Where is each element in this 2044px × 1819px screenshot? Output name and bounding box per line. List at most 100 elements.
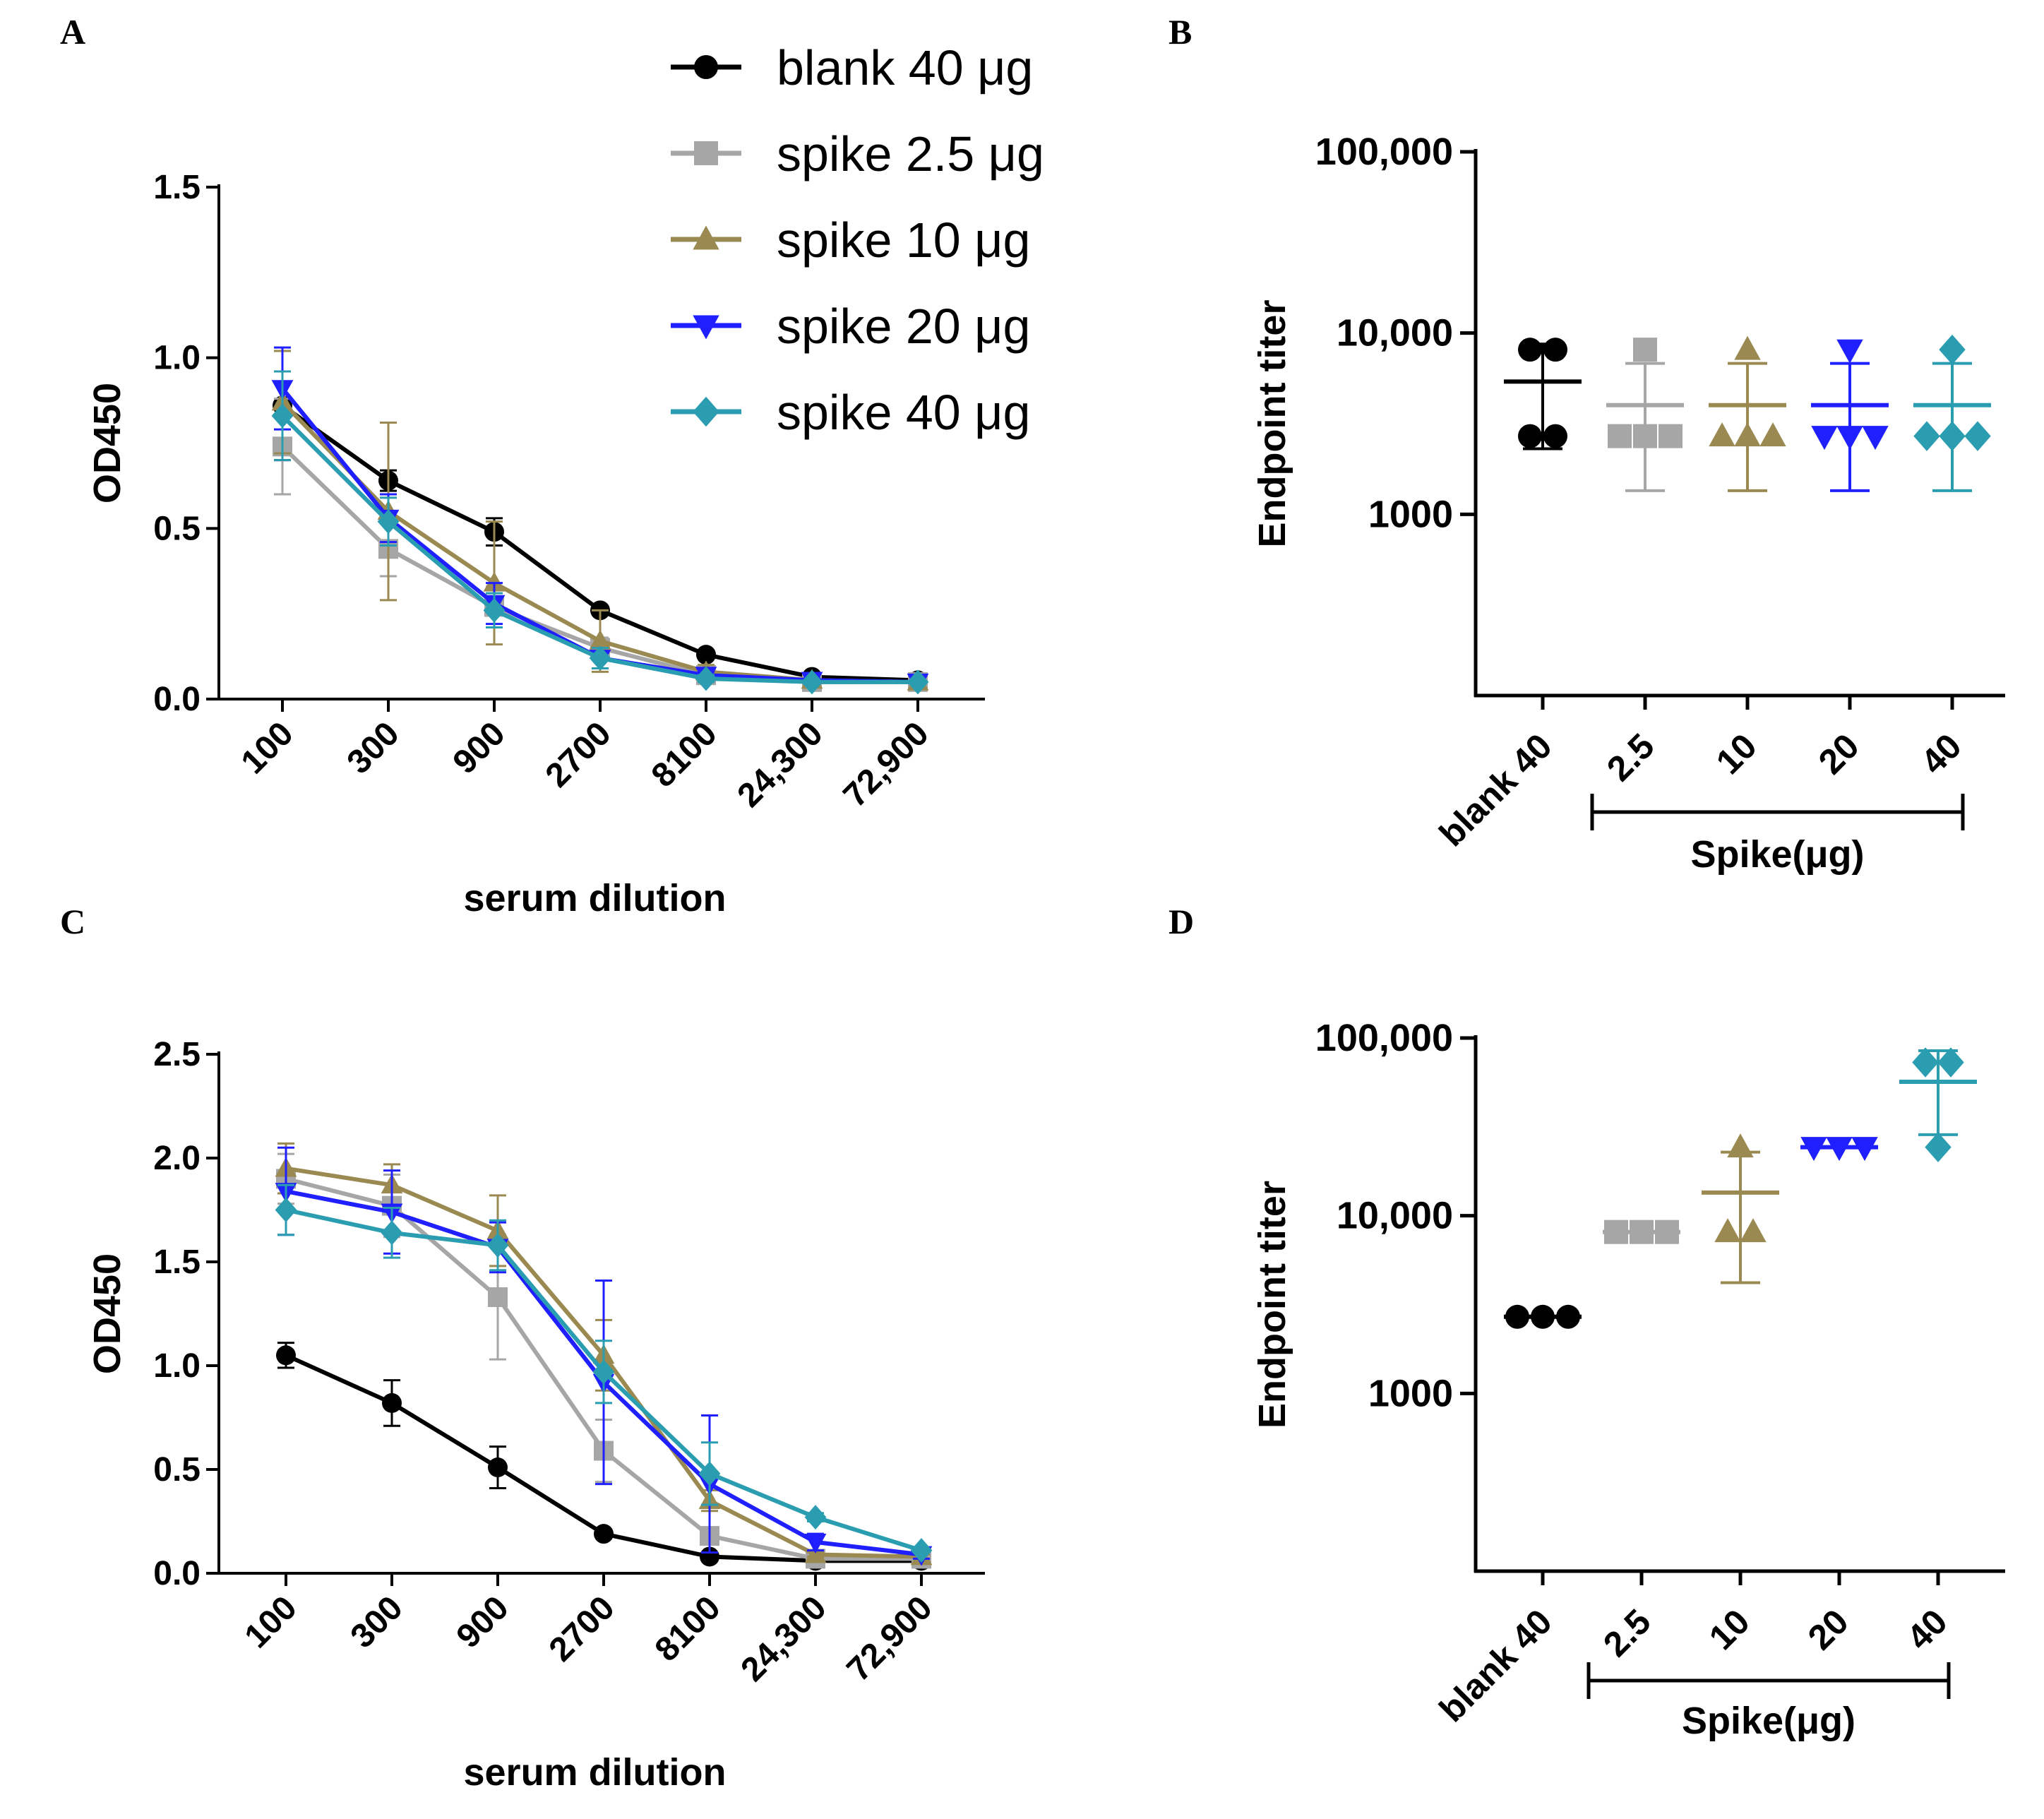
- data-point: [592, 1359, 615, 1385]
- y-tick-label: 10,000: [1337, 1195, 1453, 1237]
- legend-entry-blank: blank 40 μg: [671, 40, 1033, 95]
- data-point: [1836, 426, 1863, 451]
- data-point: [594, 1524, 614, 1544]
- x-tick-label: 300: [344, 1589, 410, 1655]
- chart-panel-b: 1000 10,000 100,000 Endpoint titer blank 40 2…: [1251, 131, 2005, 876]
- data-point: [382, 1392, 402, 1413]
- data-point: [1734, 422, 1761, 447]
- data-point: [1937, 1047, 1964, 1078]
- data-point: [589, 629, 611, 650]
- y-tick-label: 1.5: [153, 1244, 201, 1281]
- x-tick-label: 100: [234, 715, 301, 781]
- legend-entry-s20: spike 20 μg: [671, 299, 1030, 354]
- data-point: [488, 1287, 508, 1307]
- x-tick-label: 2.5: [1599, 726, 1662, 789]
- legend-marker: [694, 55, 718, 79]
- data-point: [1709, 422, 1735, 447]
- series-s40: [271, 370, 929, 695]
- data-point: [1608, 424, 1632, 448]
- x-tick-label: 40: [1913, 726, 1969, 782]
- data-point: [695, 666, 717, 691]
- data-point: [1964, 421, 1991, 451]
- data-point: [1518, 424, 1542, 448]
- x-tick-label: 72,900: [839, 1589, 939, 1688]
- x-tick-label: 20: [1800, 1602, 1856, 1657]
- x-tick-label: 10: [1702, 1602, 1757, 1657]
- x-axis-title: serum dilution: [463, 877, 726, 919]
- x-tick-label: 10: [1709, 726, 1764, 782]
- data-point: [1913, 421, 1940, 451]
- data-point: [1836, 339, 1863, 364]
- group-blank: [1504, 338, 1582, 451]
- data-point: [1633, 338, 1657, 362]
- legend-marker: [693, 315, 719, 340]
- data-point: [1759, 422, 1786, 447]
- data-point: [1939, 334, 1966, 365]
- y-tick-label: 1.0: [153, 1347, 201, 1385]
- y-tick-label: 0.0: [153, 1555, 201, 1592]
- data-point: [488, 1457, 508, 1478]
- data-point: [698, 1461, 721, 1486]
- legend-label: spike 20 μg: [777, 299, 1030, 354]
- data-point: [377, 509, 400, 535]
- data-point: [271, 403, 294, 429]
- legend-marker: [693, 225, 719, 250]
- data-point: [1811, 426, 1838, 451]
- x-tick-label: 20: [1811, 726, 1867, 782]
- legend-label: spike 2.5 μg: [777, 126, 1044, 181]
- data-point: [1658, 424, 1683, 448]
- group-s10: [1702, 1133, 1779, 1284]
- x-tick-label: 8100: [648, 1589, 728, 1669]
- x-tick-label: 2700: [542, 1589, 622, 1669]
- y-axis-title: Endpoint titer: [1251, 300, 1293, 548]
- legend: blank 40 μg spike 2.5 μg spike 10 μg spike …: [671, 40, 1044, 440]
- data-point: [589, 645, 611, 671]
- y-tick-label: 1000: [1368, 1372, 1453, 1414]
- data-point: [801, 669, 823, 695]
- legend-entry-s40: spike 40 μg: [671, 385, 1030, 440]
- x-tick-label: 2700: [539, 715, 618, 794]
- legend-entry-s25: spike 2.5 μg: [671, 126, 1044, 181]
- data-point: [1939, 421, 1966, 451]
- legend-label: spike 10 μg: [777, 213, 1030, 268]
- chart-panel-d: 1000 10,000 100,000 Endpoint titer blank 40 2…: [1251, 1017, 2005, 1742]
- series-s40: [275, 1183, 933, 1563]
- legend-entry-s10: spike 10 μg: [671, 213, 1030, 268]
- group-s10: [1709, 335, 1786, 492]
- data-point: [275, 1198, 297, 1222]
- data-point: [1862, 426, 1889, 451]
- x-tick-label: 300: [340, 715, 407, 781]
- x-axis-title: serum dilution: [463, 1751, 726, 1794]
- x-tick-label: 24,300: [734, 1589, 833, 1688]
- legend-label: spike 40 μg: [777, 385, 1030, 440]
- data-point: [1740, 1218, 1767, 1243]
- chart-panel-a: 0.0 0.5 1.0 1.5 100 300 900 2700 8100 24,300 72,90…: [86, 169, 985, 919]
- x-tick-label: 8100: [645, 715, 724, 794]
- y-tick-label: 1.0: [153, 340, 201, 377]
- x-tick-label: 2.5: [1596, 1602, 1658, 1664]
- y-tick-label: 0.0: [153, 681, 201, 718]
- x-tick-label: 24,300: [730, 715, 830, 814]
- group-label: Spike(μg): [1682, 1700, 1855, 1742]
- group-s20: [1800, 1137, 1878, 1162]
- x-tick-label: 900: [446, 715, 513, 781]
- data-point: [1518, 338, 1542, 362]
- x-tick-label: 100: [238, 1589, 304, 1655]
- y-tick-label: 2.5: [153, 1036, 201, 1073]
- data-point: [1633, 424, 1657, 448]
- data-point: [1727, 1133, 1754, 1158]
- data-point: [1714, 1218, 1741, 1243]
- data-point: [276, 1345, 296, 1366]
- data-point: [907, 669, 929, 695]
- y-tick-label: 10,000: [1337, 312, 1453, 354]
- legend-marker: [693, 396, 719, 427]
- data-point: [696, 645, 716, 665]
- y-axis-title: OD450: [86, 383, 129, 503]
- y-tick-label: 100,000: [1315, 131, 1453, 173]
- data-point: [483, 571, 506, 592]
- legend-label: blank 40 μg: [777, 40, 1033, 95]
- x-tick-label: blank 40: [1432, 726, 1560, 854]
- y-tick-label: 100,000: [1315, 1017, 1453, 1059]
- panel-letter-d: D: [1169, 902, 1194, 941]
